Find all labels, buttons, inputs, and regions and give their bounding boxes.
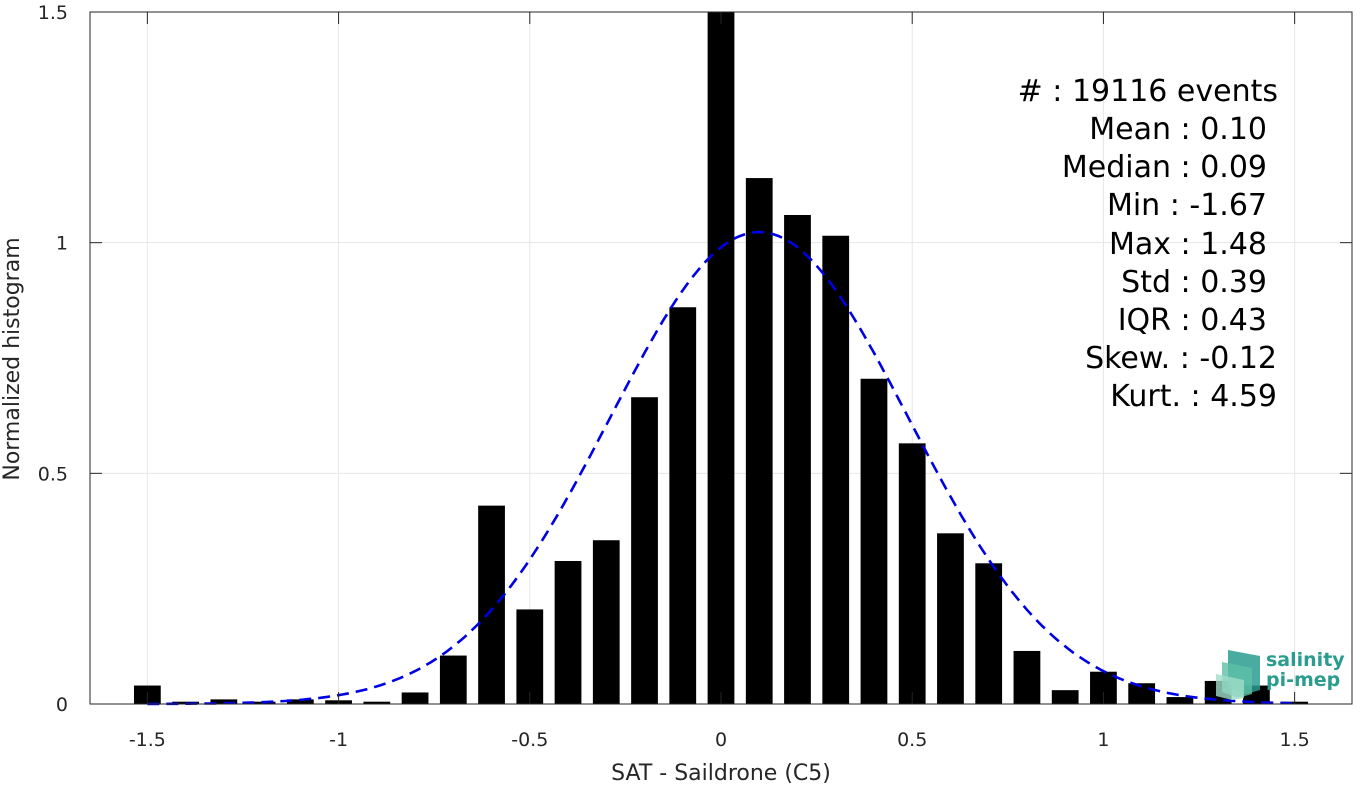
y-axis-label: Normalized histogram xyxy=(0,237,25,480)
histogram-bar xyxy=(1013,650,1041,704)
histogram-bar xyxy=(784,214,811,704)
histogram-bar xyxy=(1128,683,1156,704)
axis-ticks: -1.5 -1 -0.5 0 0.5 1 1.5 0 0.5 1 1.5 xyxy=(38,2,1352,751)
histogram-bar xyxy=(631,397,658,704)
y-tick-label: 1 xyxy=(56,233,68,255)
stats-box: # : 19116 events Mean : 0.10 Median : 0.… xyxy=(1018,74,1278,414)
stat-skew: Skew. : -0.12 xyxy=(1085,341,1277,376)
logo-text-line2: pi-mep xyxy=(1266,669,1340,691)
y-tick-label: 0.5 xyxy=(38,463,68,485)
stat-mean: Mean : 0.10 xyxy=(1089,112,1267,147)
stat-kurt: Kurt. : 4.59 xyxy=(1110,379,1277,414)
logo-text-line1: salinity xyxy=(1266,649,1345,671)
x-tick-label: 0 xyxy=(715,729,727,751)
histogram-bar xyxy=(937,533,964,704)
histogram-bar xyxy=(707,12,735,704)
histogram-bar xyxy=(898,443,926,704)
stat-min: Min : -1.67 xyxy=(1107,188,1267,223)
salinity-pimep-logo: salinity pi-mep xyxy=(1216,649,1345,700)
histogram-bar xyxy=(1166,697,1194,704)
x-tick-label: -1.5 xyxy=(129,729,166,751)
histogram-bar xyxy=(822,235,850,704)
histogram-bar xyxy=(592,540,620,704)
x-tick-label: 0.5 xyxy=(897,729,927,751)
histogram-bar xyxy=(669,307,697,704)
histogram-bar xyxy=(478,505,505,704)
histogram-bar xyxy=(554,560,582,704)
histogram-bar xyxy=(745,178,773,704)
histogram-bar xyxy=(516,609,544,704)
stat-max: Max : 1.48 xyxy=(1109,227,1267,262)
stat-std: Std : 0.39 xyxy=(1121,265,1267,300)
stat-iqr: IQR : 0.43 xyxy=(1118,303,1267,338)
x-tick-label: -0.5 xyxy=(511,729,548,751)
y-tick-label: 1.5 xyxy=(38,2,68,24)
histogram-bar xyxy=(1051,690,1079,704)
histogram-bar xyxy=(975,563,1003,704)
stat-median: Median : 0.09 xyxy=(1062,150,1267,185)
y-tick-label: 0 xyxy=(56,694,68,716)
x-axis-label: SAT - Saildrone (C5) xyxy=(611,761,831,785)
histogram-bar xyxy=(401,692,429,704)
logo-wave-icon xyxy=(1216,650,1260,700)
histogram-bar xyxy=(860,378,888,704)
histogram-bar xyxy=(286,699,314,704)
histogram-bar xyxy=(439,655,467,704)
stat-count: # : 19116 events xyxy=(1018,74,1278,109)
x-tick-label: 1 xyxy=(1097,729,1109,751)
histogram-bars xyxy=(133,12,1309,704)
histogram-bar xyxy=(210,699,238,704)
x-tick-label: -1 xyxy=(329,729,348,751)
x-tick-label: 1.5 xyxy=(1280,729,1310,751)
histogram-bar xyxy=(363,701,391,704)
